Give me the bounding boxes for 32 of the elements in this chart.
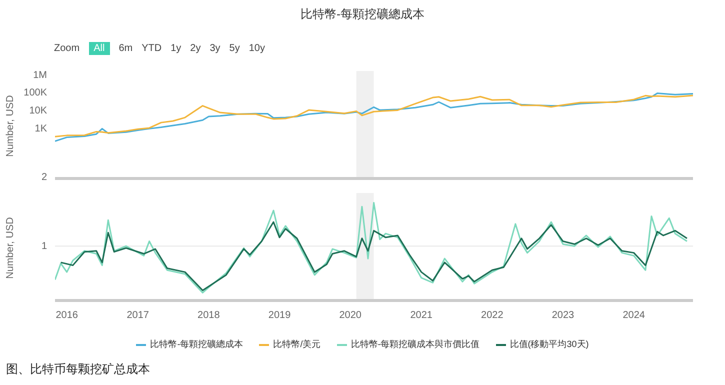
y-tick-label: 2 <box>41 172 48 183</box>
ref-line-label: 1 <box>41 240 48 252</box>
y-axis-title: Number, USD <box>4 217 16 279</box>
text: 6m <box>118 42 133 55</box>
text: YTD <box>142 42 162 55</box>
x-tick-label: 2016 <box>56 310 78 321</box>
text: All <box>88 42 110 55</box>
legend-label: 比特幣-每顆挖礦總成本 <box>149 338 244 351</box>
x-tick-label: 2021 <box>410 310 433 321</box>
text: 2y <box>190 42 201 55</box>
y-tick-label: 1M <box>33 70 47 81</box>
x-tick-label: 2024 <box>622 310 646 321</box>
legend-label: 比特幣/美元 <box>272 338 321 351</box>
text: 5y <box>229 42 240 55</box>
legend-label: 比特幣-每顆挖礦成本與市價比值 <box>350 338 480 351</box>
text: 1y <box>170 42 182 55</box>
chart-title: 比特幣-每顆挖礦總成本 <box>300 6 426 23</box>
text: 3y <box>210 42 220 55</box>
text: Zoom <box>54 42 80 55</box>
y-axis-title: Number, USD <box>4 95 16 157</box>
x-tick-label: 2023 <box>552 310 575 321</box>
x-tick-label: 2018 <box>198 310 220 321</box>
text: 10y <box>248 42 265 55</box>
y-tick-label: 1K <box>34 123 48 134</box>
x-tick-label: 2022 <box>481 310 504 321</box>
x-tick-label: 2019 <box>268 310 292 321</box>
legend-label: 比值(移動平均30天) <box>508 338 589 351</box>
y-tick-label: 10K <box>29 106 48 117</box>
x-tick-label: 2017 <box>126 310 150 321</box>
x-tick-label: 2020 <box>339 310 362 321</box>
text: 图、比特币每颗挖矿总成本 <box>6 361 150 378</box>
y-tick-label: 100K <box>24 88 48 99</box>
